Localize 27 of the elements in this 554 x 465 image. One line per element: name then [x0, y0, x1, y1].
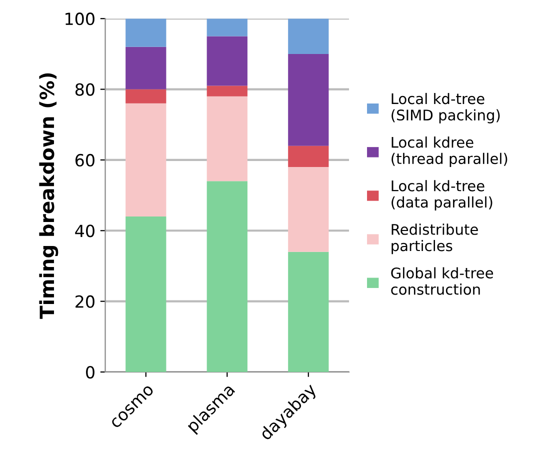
y-tick-label: 40 [75, 224, 94, 238]
bar [206, 18, 248, 36]
y-tick-label: 20 [76, 295, 94, 308]
y-tick-label: 60 [75, 154, 94, 167]
y-tick-label: 100 [66, 12, 94, 26]
y-tick-label: 0 [86, 366, 94, 379]
bar [206, 36, 248, 86]
legend-label: Local kd-tree (SIMD packing) [392, 92, 500, 124]
bar [126, 89, 166, 104]
legend-label: Global kd-tree construction [391, 267, 494, 295]
legend-label: Redistribute particles [392, 224, 478, 254]
bar [126, 103, 166, 217]
bar [206, 86, 248, 96]
bar [288, 18, 329, 54]
bar [126, 46, 166, 90]
bar [206, 96, 248, 182]
bar [126, 18, 166, 47]
legend-label: Local kd-tree (data parallel) [392, 180, 492, 211]
bar [288, 252, 329, 372]
y-axis-title: Timing breakdown (%) [39, 73, 58, 319]
bar [288, 167, 329, 252]
bar [288, 146, 329, 168]
y-tick-label: 80 [75, 83, 94, 96]
bar [288, 54, 329, 146]
bar [206, 181, 248, 372]
bar [126, 216, 166, 372]
legend-label: Local kdree (thread parallel) [392, 136, 508, 167]
